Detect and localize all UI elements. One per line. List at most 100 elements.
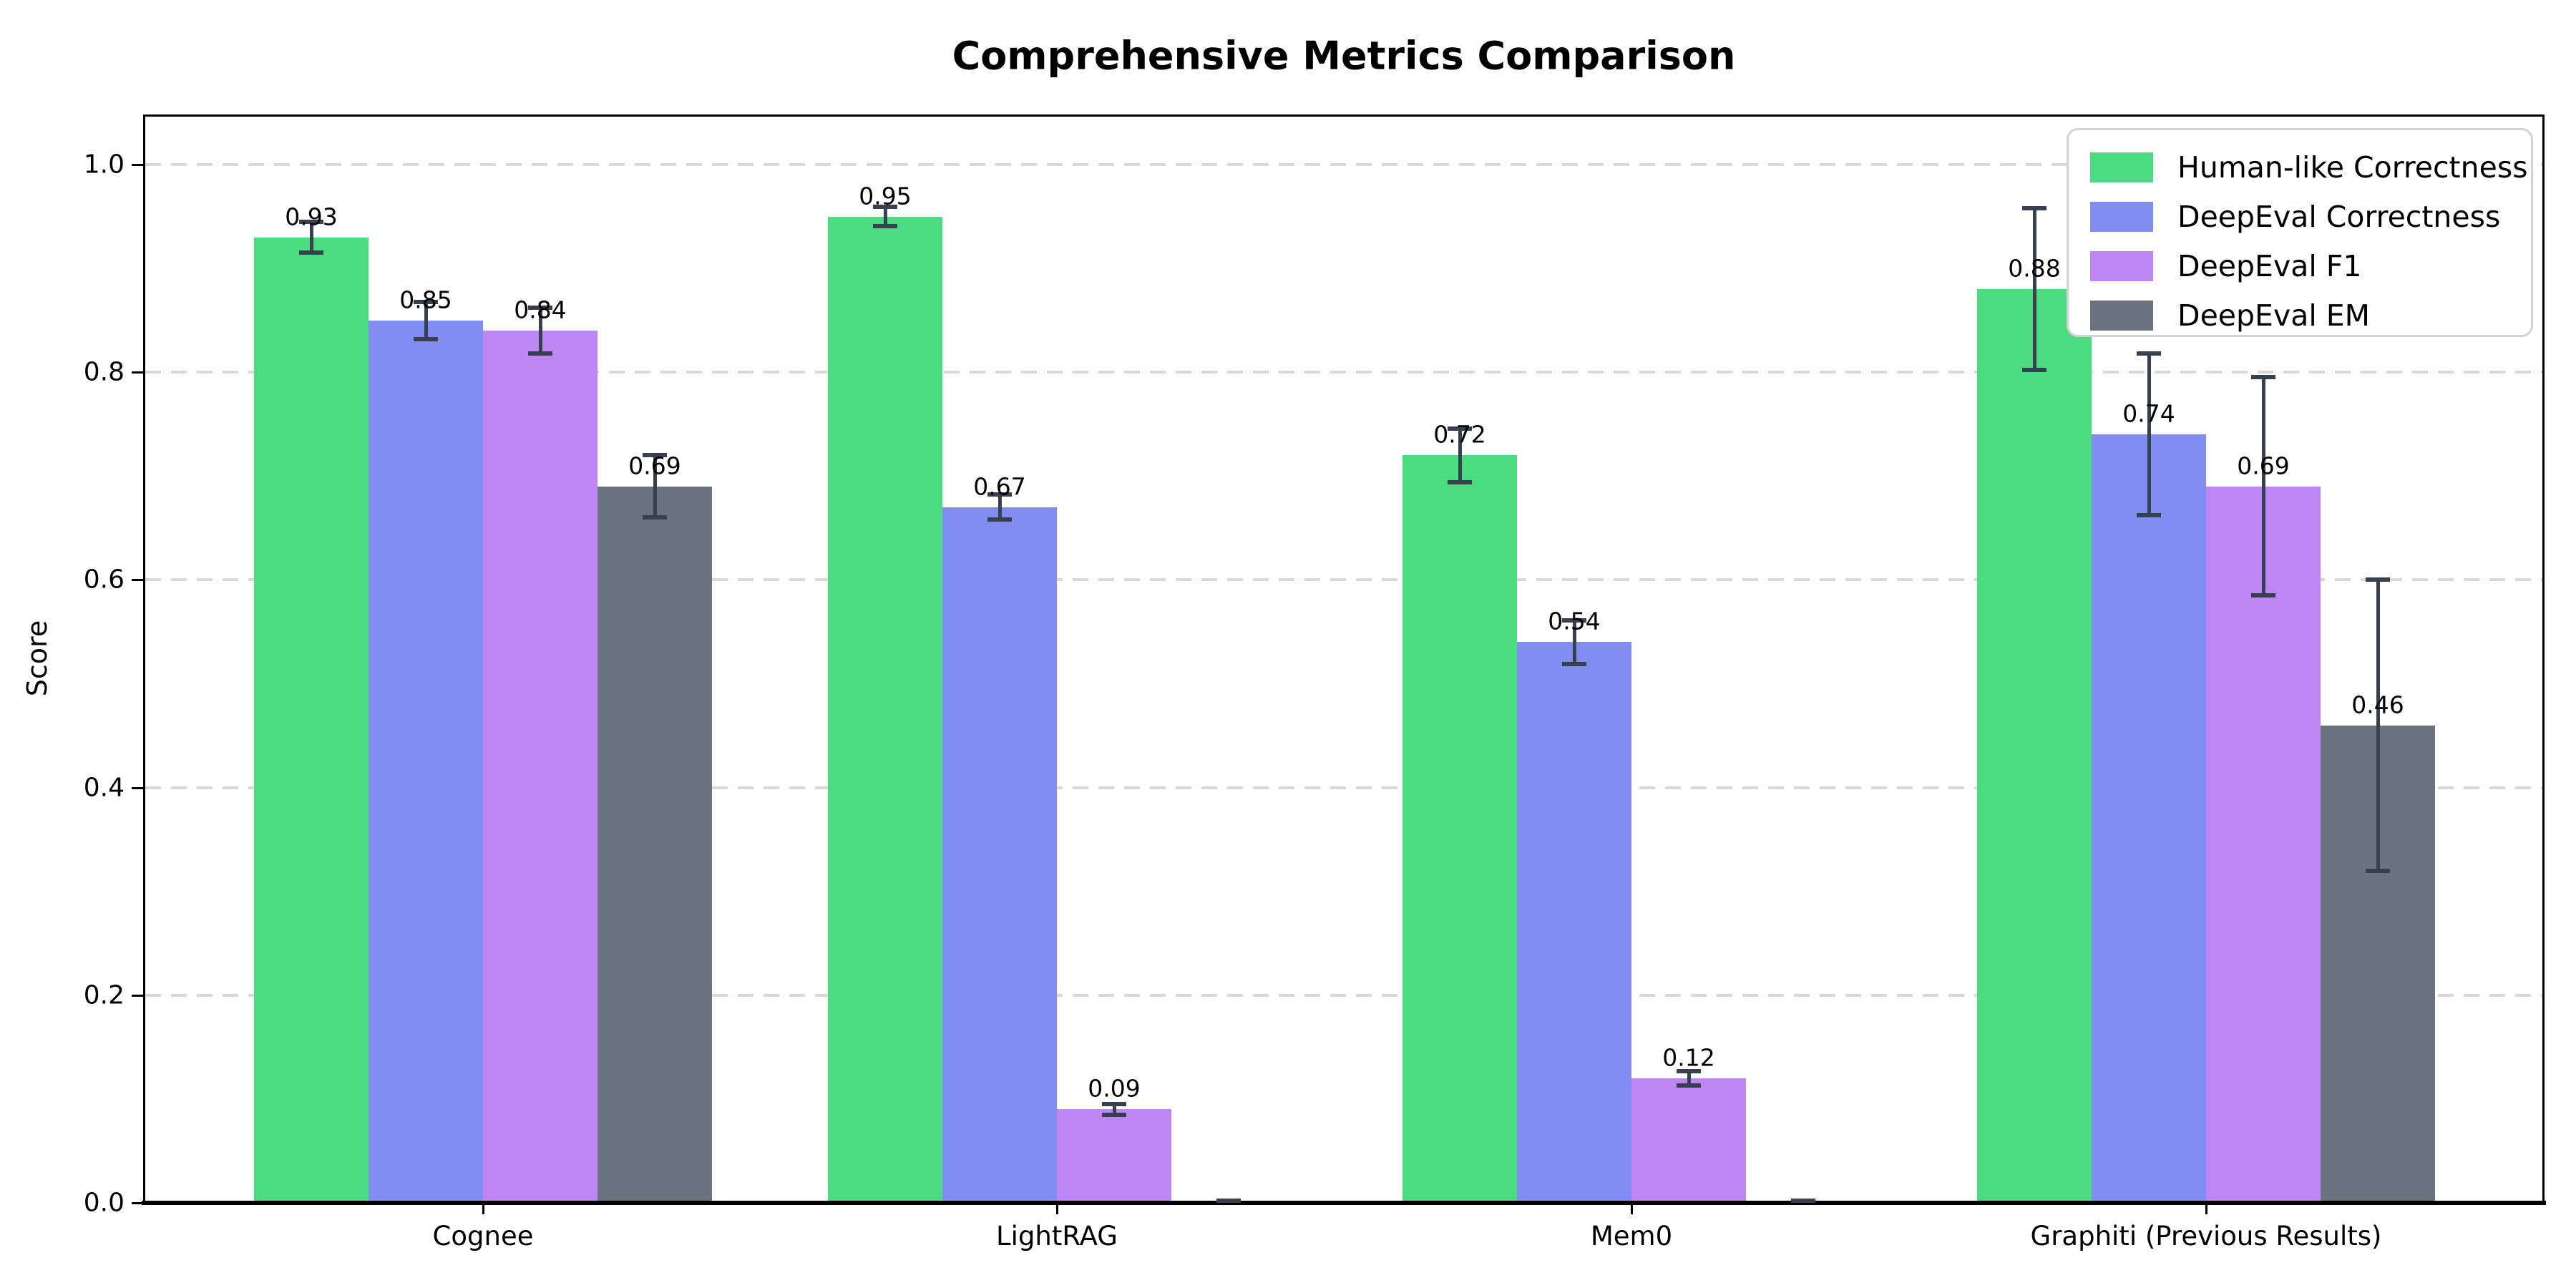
legend-label: DeepEval Correctness	[2177, 199, 2501, 234]
legend-label: Human-like Correctness	[2177, 150, 2528, 185]
legend-item: DeepEval F1	[2069, 241, 2531, 291]
chart-title: Comprehensive Metrics Comparison	[952, 33, 1736, 79]
x-tick	[1056, 1203, 1058, 1214]
bar-value-label: 0.74	[2122, 399, 2175, 428]
error-bar-cap-top	[1791, 1199, 1815, 1204]
error-bar-cap-top	[1448, 426, 1472, 431]
bar-human-like-correctness-3	[1977, 289, 2092, 1203]
error-bar-cap-bottom	[2022, 368, 2046, 373]
error-bar-cap-bottom	[299, 250, 323, 255]
error-bar	[1458, 428, 1462, 482]
error-bar-cap-bottom	[1102, 1112, 1126, 1117]
error-bar	[424, 301, 428, 339]
error-bar-cap-top	[1677, 1068, 1701, 1073]
bar-value-label: 0.67	[973, 472, 1026, 501]
y-tick-label: 0.2	[83, 980, 125, 1010]
error-bar-cap-top	[1216, 1199, 1241, 1204]
bar-value-label: 0.69	[628, 452, 681, 480]
x-category-label: LightRAG	[996, 1221, 1118, 1252]
bar-value-label: 0.12	[1662, 1043, 1715, 1072]
error-bar-cap-bottom	[987, 517, 1012, 522]
gridline-0.6	[145, 578, 2542, 582]
error-bar-cap-bottom	[528, 351, 552, 356]
error-bar	[2032, 208, 2036, 371]
bar-deepeval-correctness-3	[2092, 434, 2206, 1203]
error-bar-cap-top	[2366, 577, 2390, 582]
bar-value-label: 0.09	[1088, 1074, 1141, 1103]
y-tick	[132, 994, 143, 997]
y-tick	[132, 1202, 143, 1204]
x-category-label: Graphiti (Previous Results)	[2030, 1221, 2382, 1252]
x-category-label: Mem0	[1590, 1221, 1673, 1252]
bar-human-like-correctness-1	[828, 216, 942, 1203]
gridline-0.4	[145, 786, 2542, 789]
bar-deepeval-em-0	[597, 486, 712, 1203]
gridline-0.2	[145, 993, 2542, 997]
error-bar-cap-top	[1102, 1102, 1126, 1107]
error-bar	[653, 455, 657, 518]
y-tick-label: 0.4	[83, 773, 125, 803]
error-bar-cap-bottom	[1562, 661, 1586, 666]
bar-value-label: 0.46	[2351, 691, 2404, 719]
x-tick	[1631, 1203, 1633, 1214]
x-axis-line	[142, 1201, 2546, 1205]
x-tick	[482, 1203, 484, 1214]
legend-label: DeepEval F1	[2177, 248, 2362, 283]
error-bar	[1112, 1104, 1116, 1115]
y-tick	[132, 371, 143, 374]
y-tick	[132, 786, 143, 789]
y-tick	[132, 579, 143, 582]
bar-value-label: 0.95	[859, 182, 912, 210]
bar-value-label: 0.69	[2237, 452, 2290, 480]
bar-value-label: 0.54	[1548, 607, 1601, 635]
bar-value-label: 0.88	[2008, 254, 2061, 283]
legend: Human-like Correctness DeepEval Correctne…	[2067, 128, 2533, 337]
legend-item: Human-like Correctness	[2069, 142, 2531, 192]
y-tick-label: 0.6	[83, 565, 125, 595]
legend-swatch-icon	[2090, 152, 2153, 182]
x-category-label: Cognee	[432, 1221, 534, 1252]
error-bar	[2376, 580, 2380, 871]
error-bar-cap-top	[299, 219, 323, 224]
bar-value-label: 0.84	[514, 296, 567, 324]
error-bar-cap-bottom	[873, 223, 897, 228]
error-bar-cap-top	[528, 306, 552, 311]
error-bar-cap-bottom	[414, 336, 438, 341]
error-bar-cap-top	[643, 453, 667, 458]
error-bar-cap-top	[414, 299, 438, 304]
error-bar-cap-bottom	[2366, 868, 2390, 873]
bar-deepeval-correctness-1	[942, 507, 1057, 1203]
y-tick-label: 1.0	[83, 150, 125, 180]
error-bar	[2147, 353, 2151, 516]
x-tick	[2205, 1203, 2207, 1214]
legend-swatch-icon	[2090, 300, 2153, 331]
bar-human-like-correctness-0	[254, 237, 369, 1203]
legend-swatch-icon	[2090, 250, 2153, 281]
legend-item: DeepEval Correctness	[2069, 192, 2531, 241]
gridline-0.8	[145, 371, 2542, 374]
error-bar-cap-top	[2251, 375, 2275, 380]
bar-deepeval-correctness-2	[1517, 642, 1631, 1203]
y-tick-label: 0.8	[83, 357, 125, 387]
error-bar	[2261, 377, 2265, 596]
error-bar	[538, 308, 542, 354]
error-bar-cap-top	[873, 205, 897, 210]
bar-deepeval-f1-1	[1057, 1109, 1171, 1203]
y-tick-label: 0.0	[83, 1188, 125, 1218]
error-bar	[997, 494, 1002, 520]
bar-deepeval-f1-2	[1631, 1078, 1746, 1203]
bar-value-label: 0.93	[285, 203, 338, 231]
legend-label: DeepEval EM	[2177, 298, 2371, 333]
bar-deepeval-f1-0	[483, 331, 597, 1203]
legend-item: DeepEval EM	[2069, 291, 2531, 340]
error-bar-cap-top	[1562, 618, 1586, 623]
bar-deepeval-correctness-0	[369, 320, 483, 1203]
error-bar	[1572, 620, 1576, 664]
legend-swatch-icon	[2090, 201, 2153, 232]
error-bar-cap-bottom	[643, 515, 667, 520]
error-bar	[1687, 1070, 1691, 1086]
bar-value-label: 0.72	[1433, 420, 1486, 449]
error-bar-cap-top	[2022, 205, 2046, 210]
error-bar-cap-bottom	[2251, 593, 2275, 598]
